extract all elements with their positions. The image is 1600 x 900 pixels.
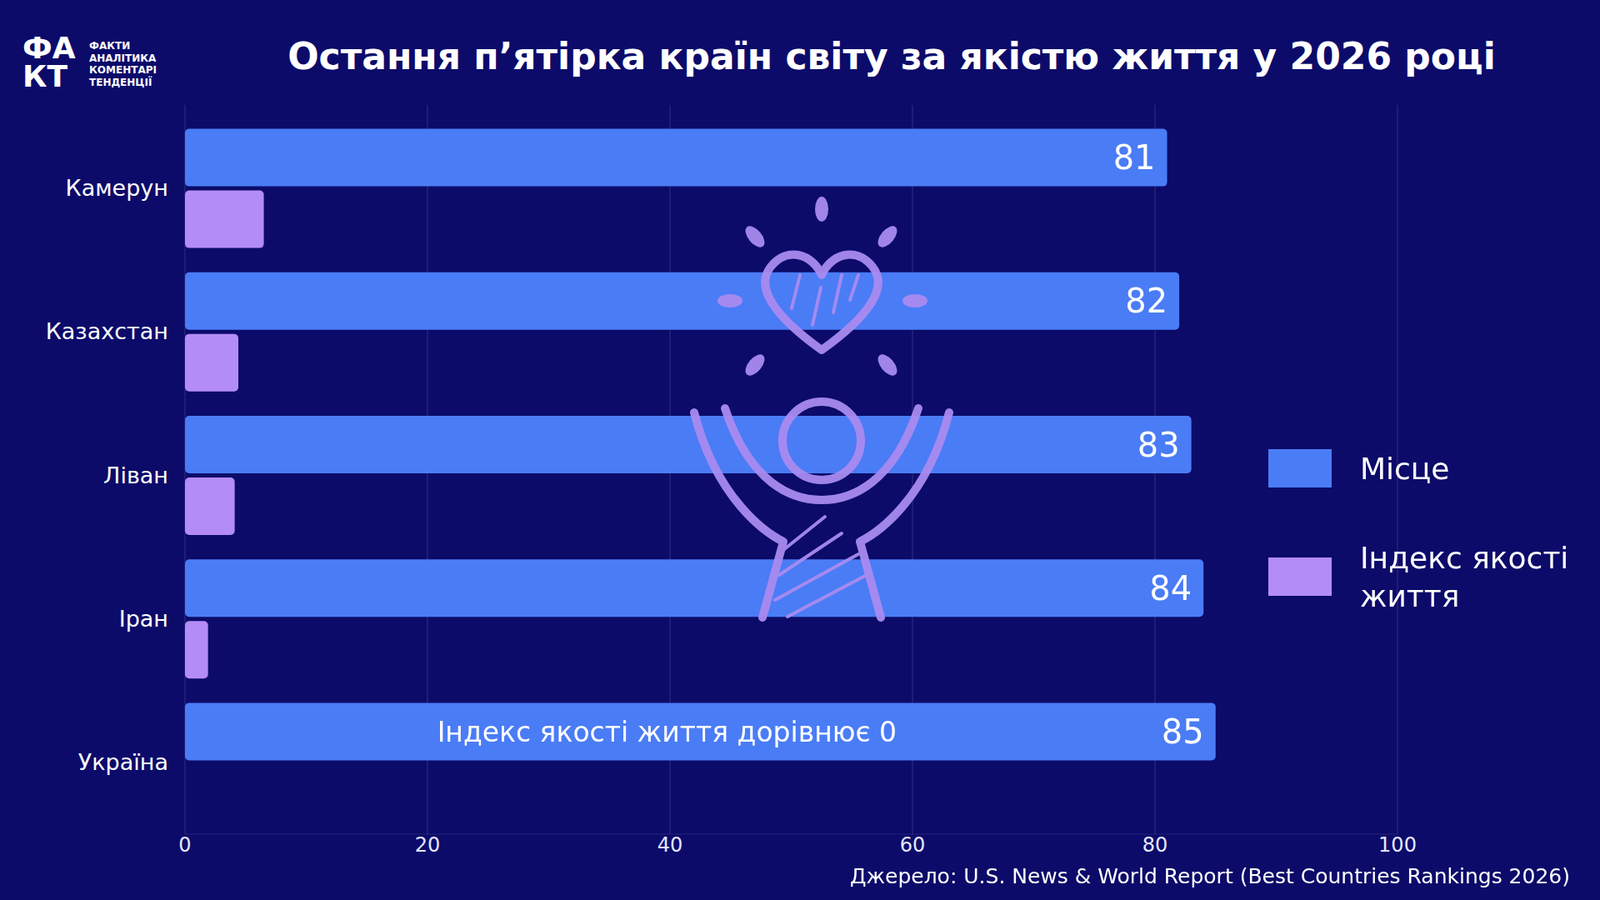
icon-ray bbox=[717, 294, 743, 308]
icon-ray bbox=[815, 196, 829, 222]
icon-ray bbox=[874, 350, 901, 379]
background bbox=[0, 0, 1600, 900]
logo: ФАКТФАКТИАНАЛІТИКАКОМЕНТАРІТЕНДЕНЦІЇ bbox=[22, 30, 157, 94]
category-label: Іран bbox=[119, 605, 169, 632]
icon bbox=[694, 196, 950, 618]
category-label: Камерун bbox=[65, 175, 169, 201]
logo-line: ТЕНДЕНЦІЇ bbox=[89, 75, 153, 89]
logo-mark: КТ bbox=[22, 59, 68, 94]
legend-label: Індекс якостіжиття bbox=[1360, 540, 1569, 614]
data-label: 85 bbox=[1161, 712, 1205, 751]
icon-hatch bbox=[775, 516, 867, 617]
data-label: 82 bbox=[1125, 281, 1168, 320]
bar bbox=[185, 702, 1216, 760]
icon-hatch bbox=[791, 275, 859, 325]
x-tick-label: 40 bbox=[657, 833, 684, 857]
icon-body bbox=[694, 412, 950, 618]
data-label: 83 bbox=[1137, 425, 1180, 465]
data-label: 81 bbox=[1113, 138, 1156, 177]
x-tick-label: 80 bbox=[1142, 833, 1169, 857]
icon-arms bbox=[725, 408, 919, 500]
icon-ray bbox=[741, 350, 769, 379]
bar bbox=[185, 620, 209, 679]
data-label: 84 bbox=[1149, 569, 1192, 608]
bar bbox=[185, 415, 1192, 474]
legend-swatch bbox=[1268, 557, 1332, 596]
icon-ray bbox=[741, 222, 769, 250]
legend-swatch bbox=[1268, 449, 1332, 488]
x-tick-label: 100 bbox=[1378, 833, 1417, 857]
x-axis-line bbox=[185, 834, 1398, 835]
bar bbox=[185, 334, 239, 392]
bars bbox=[185, 129, 1216, 761]
bar bbox=[185, 559, 1204, 617]
grid bbox=[185, 105, 1398, 835]
icon-head bbox=[782, 401, 861, 480]
annotation: Індекс якості життя дорівнює 0 bbox=[437, 715, 897, 749]
icon-ray bbox=[874, 222, 901, 250]
category-label: Казахстан bbox=[45, 318, 169, 345]
bar bbox=[185, 190, 265, 249]
x-tick-label: 60 bbox=[900, 833, 926, 857]
legend: Місце Індекс якостіжиття bbox=[1268, 449, 1569, 614]
legend-label: Місце bbox=[1360, 451, 1450, 486]
icon-ray bbox=[902, 294, 928, 308]
x-tick-label: 0 bbox=[178, 833, 191, 857]
category-label: Ліван bbox=[103, 462, 169, 489]
logo-line: КОМЕНТАРІ bbox=[89, 64, 157, 76]
chart: ФАКТФАКТИАНАЛІТИКАКОМЕНТАРІТЕНДЕНЦІЇОста… bbox=[0, 0, 1600, 900]
bar bbox=[185, 477, 235, 535]
bar bbox=[185, 764, 186, 822]
category-label: Україна bbox=[78, 749, 169, 775]
logo-line: АНАЛІТИКА bbox=[89, 52, 157, 65]
title: Остання п’ятірка країн світу за якістю ж… bbox=[287, 35, 1496, 78]
icon-heart bbox=[765, 255, 879, 350]
x-tick-label: 20 bbox=[415, 833, 441, 857]
logo-line: ФАКТИ bbox=[89, 40, 130, 52]
bar bbox=[185, 129, 1168, 187]
source: Джерело: U.S. News & World Report (Best … bbox=[850, 864, 1570, 889]
bar bbox=[185, 272, 1180, 330]
